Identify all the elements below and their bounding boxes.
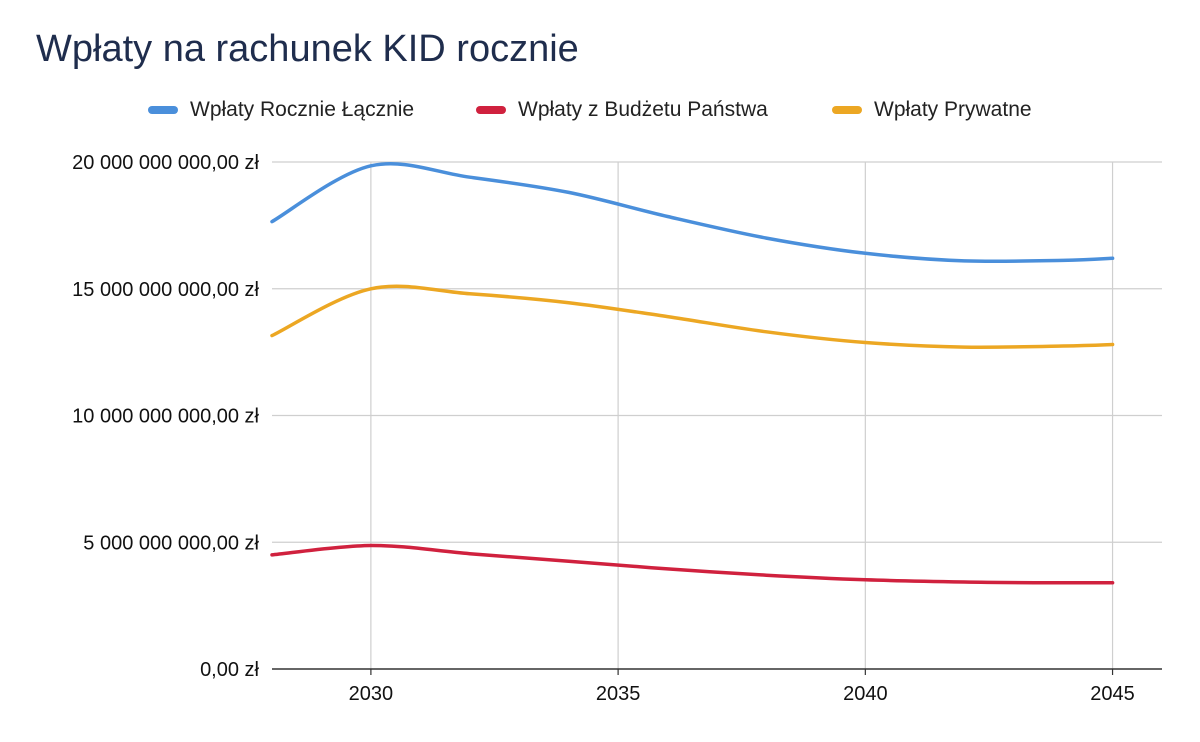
legend-label-total: Wpłaty Rocznie Łącznie bbox=[190, 98, 415, 121]
legend: Wpłaty Rocznie Łącznie Wpłaty z Budżetu … bbox=[0, 98, 1200, 128]
y-tick-label: 15 000 000 000,00 zł bbox=[72, 279, 259, 301]
legend-item-private[interactable]: Wpłaty Prywatne bbox=[832, 98, 1032, 122]
y-tick-label: 10 000 000 000,00 zł bbox=[72, 406, 259, 428]
legend-label-budget: Wpłaty z Budżetu Państwa bbox=[518, 98, 768, 121]
grid-layer bbox=[272, 161, 1162, 669]
chart-title: Wpłaty na rachunek KID rocznie bbox=[36, 28, 579, 70]
legend-swatch-private bbox=[832, 106, 862, 114]
legend-item-total[interactable]: Wpłaty Rocznie Łącznie bbox=[148, 98, 414, 122]
tick-layer: 0,00 zł 5 000 000 000,00 zł 10 000 000 000… bbox=[72, 152, 1162, 705]
y-tick-label: 5 000 000 000,00 zł bbox=[83, 532, 259, 554]
legend-swatch-budget bbox=[476, 106, 506, 114]
legend-item-budget[interactable]: Wpłaty z Budżetu Państwa bbox=[476, 98, 768, 122]
series-layer bbox=[270, 161, 1115, 585]
x-tick-label: 2045 bbox=[1090, 683, 1135, 705]
legend-swatch-total bbox=[148, 106, 178, 114]
series-line-budget[interactable] bbox=[270, 543, 1115, 585]
series-line-private[interactable] bbox=[270, 284, 1115, 349]
legend-label-private: Wpłaty Prywatne bbox=[874, 98, 1032, 121]
y-tick-label: 0,00 zł bbox=[200, 659, 259, 681]
series-line-total[interactable] bbox=[270, 161, 1115, 264]
x-tick-label: 2030 bbox=[349, 683, 394, 705]
x-tick-label: 2040 bbox=[843, 683, 888, 705]
y-tick-label: 20 000 000 000,00 zł bbox=[72, 152, 259, 174]
x-tick-label: 2035 bbox=[596, 683, 641, 705]
